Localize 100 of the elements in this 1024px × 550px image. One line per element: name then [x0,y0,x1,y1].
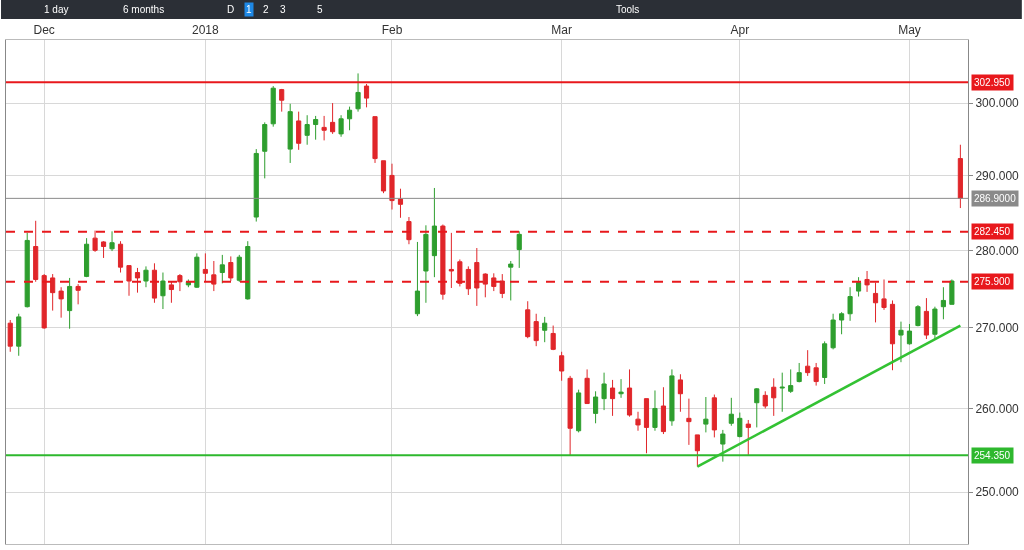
candlestick [915,304,921,327]
candlestick [847,286,853,322]
candlestick [16,313,22,357]
y-tick-label: 280.000 [975,243,1020,258]
candlestick [67,277,73,330]
candlestick [58,286,64,319]
candlestick [584,368,590,405]
candlestick [279,88,285,113]
candlestick [762,390,768,409]
candlestick [287,103,293,164]
candlestick [525,300,531,339]
candlestick [626,368,633,418]
candlestick [643,398,650,454]
candlestick [906,323,913,346]
candlestick [516,230,522,269]
candlestick [100,240,107,259]
candlestick [889,299,896,371]
ref-line-label: 254.350 [974,450,1011,461]
candlestick [805,349,811,377]
candlestick [728,397,734,427]
candlestick [84,237,90,278]
text: D [227,4,235,15]
candlestick [703,396,709,433]
candlestick [677,373,683,413]
candlestick [754,387,760,428]
text: 1 [246,4,252,15]
candlestick [92,230,98,253]
x-tick-label: May [898,23,921,38]
candlestick [194,252,200,289]
candlestick [567,375,573,456]
x-tick-label: Dec [33,23,55,38]
y-tick-label: 290.000 [975,168,1020,183]
candlestick [686,398,692,446]
candlestick [262,121,268,179]
candlestick [50,273,56,312]
candlestick [363,83,370,108]
candlestick [109,230,115,252]
candlestick [380,160,387,194]
candlestick [7,319,13,353]
candlestick [160,272,166,310]
text: Tools [616,4,640,15]
candlestick [151,262,158,304]
candlestick [940,286,946,320]
candlestick [219,254,225,284]
candlestick [117,240,124,274]
candlestick [601,372,607,411]
candlestick [745,419,751,456]
candlestick [228,255,234,282]
candlestick [652,389,658,432]
candlestick [431,187,437,278]
candlestick [24,232,30,308]
x-tick-label: 2018 [192,23,220,38]
candlestick [660,386,667,435]
candlestick [253,148,259,223]
candlestick [41,273,47,330]
candlestick [711,394,717,438]
ref-line-label: 275.900 [974,276,1011,287]
candlestick [321,115,327,141]
text: 2 [263,4,269,15]
candlestick [508,260,514,301]
candlestick [245,240,251,301]
y-tick-label: 300.000 [975,96,1020,111]
candlestick [635,411,641,432]
candlestick [609,379,616,417]
candlestick [813,362,819,387]
candlestick [296,111,302,151]
x-tick-label: Apr [730,23,750,38]
candlestick [788,368,794,394]
candlestick [855,276,862,298]
candlestick [313,115,319,141]
candlestick [618,378,624,399]
candlestick [822,340,828,385]
candlestick [168,281,174,304]
candlestick [898,321,904,363]
candlestick [423,224,429,304]
candlestick [771,377,777,417]
candlestick [465,265,471,296]
candlestick [932,306,938,340]
candlestick [414,241,421,317]
candlestick [372,116,378,164]
candlestick [559,351,565,382]
candlestick [270,85,276,128]
y-tick-label: 260.000 [975,401,1020,416]
candlestick [134,267,141,294]
candlestick [593,390,599,424]
candlestick [330,102,336,135]
candlestick [923,297,930,340]
y-tick-label: 250.000 [975,485,1020,500]
candlestick [75,283,81,305]
candlestick [839,311,845,335]
candlestick [779,372,785,413]
candlestick [389,163,395,211]
candlestick [457,258,463,287]
candlestick [440,224,446,301]
candlestick [304,114,310,146]
candlestick [448,232,454,289]
candlestick [872,282,879,323]
candlestick [881,278,887,311]
candlestick [720,429,726,463]
candlestick [338,114,344,138]
